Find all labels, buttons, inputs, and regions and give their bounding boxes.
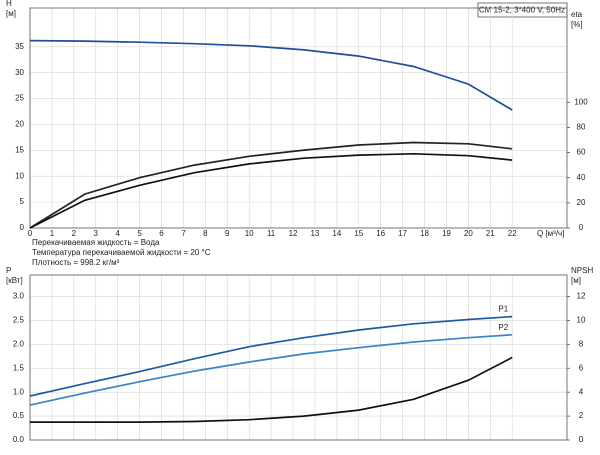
x-tick-label: 7: [181, 229, 186, 238]
y2-axis-label: NPSH: [571, 266, 593, 275]
y-tick-label: 20: [15, 120, 24, 129]
x-tick-label: 15: [354, 229, 363, 238]
series-label: P1: [498, 305, 508, 314]
series-line: [29, 333, 513, 406]
y2-tick-label: 8: [579, 339, 584, 348]
note: Перекачиваемая жидкость = Вода: [32, 238, 160, 247]
y2-tick-label: 40: [577, 173, 586, 182]
x-tick-label: 22: [508, 229, 517, 238]
y2-tick-label: 10: [577, 316, 586, 325]
y-axis-label: [м]: [6, 9, 16, 18]
series-line: [29, 39, 513, 111]
y2-tick-label: 6: [579, 363, 584, 372]
y-tick-label: 2.0: [13, 339, 25, 348]
x-tick-label: 20: [464, 229, 473, 238]
y-tick-label: 25: [15, 94, 24, 103]
plot-frame: [29, 274, 568, 441]
x-tick-label: 8: [203, 229, 208, 238]
y-tick-label: 3.0: [13, 292, 25, 301]
y2-axis-label: eta: [571, 10, 583, 19]
y2-tick-label: 100: [574, 97, 588, 106]
series-line: [29, 315, 513, 397]
y2-tick-label: 60: [577, 148, 586, 157]
x-tick-label: 21: [486, 229, 495, 238]
y2-tick-label: 0: [579, 223, 584, 232]
y-axis-label: H: [6, 0, 12, 8]
y-tick-label: 0.0: [13, 435, 25, 444]
x-tick-label: 0: [28, 229, 33, 238]
x-tick-label: 2: [72, 229, 77, 238]
x-tick-label: 16: [376, 229, 385, 238]
x-tick-label: 13: [310, 229, 319, 238]
x-tick-label: 12: [289, 229, 298, 238]
y2-tick-label: 2: [579, 411, 584, 420]
y2-tick-label: 20: [577, 198, 586, 207]
x-tick-label: 3: [94, 229, 99, 238]
x-tick-label: 9: [225, 229, 230, 238]
y-tick-label: 5: [20, 197, 25, 206]
x-tick-label: 11: [267, 229, 276, 238]
x-tick-label: 1: [50, 229, 55, 238]
y-tick-label: 10: [15, 171, 24, 180]
y-tick-label: 2.5: [13, 316, 25, 325]
y-tick-label: 35: [15, 42, 24, 51]
note: Плотность = 998.2 кг/м³: [32, 258, 120, 267]
y2-tick-label: 0: [579, 435, 584, 444]
chart-title: CM 15-2, 3*400 V, 50Hz: [479, 6, 565, 15]
x-tick-label: 18: [420, 229, 429, 238]
x-tick-label: 6: [159, 229, 164, 238]
y-tick-label: 1.5: [13, 363, 25, 372]
x-tick-label: 14: [332, 229, 341, 238]
y-tick-label: 30: [15, 68, 24, 77]
y-tick-label: 1.0: [13, 387, 25, 396]
y-axis-label: [кВт]: [6, 276, 23, 285]
x-tick-label: 5: [137, 229, 142, 238]
note: Температура перекачиваемой жидкости = 20…: [32, 248, 211, 257]
plot-frame: [29, 7, 568, 229]
series-label: P2: [498, 323, 508, 332]
y2-tick-label: 12: [577, 292, 586, 301]
y2-axis-label: [м]: [571, 276, 581, 285]
x-axis-label: Q [м³/ч]: [537, 229, 564, 238]
x-tick-label: 10: [245, 229, 254, 238]
series-line: [29, 152, 513, 229]
x-tick-label: 4: [115, 229, 120, 238]
y-axis-label: P: [6, 266, 11, 275]
y2-tick-label: 80: [577, 123, 586, 132]
y-tick-label: 0: [20, 223, 25, 232]
y-tick-label: 15: [15, 145, 24, 154]
series-line: [30, 356, 513, 423]
series-line: [29, 141, 513, 229]
y-tick-label: 0.5: [13, 411, 25, 420]
y2-axis-label: [%]: [571, 20, 583, 29]
x-tick-label: 17: [398, 229, 407, 238]
y2-tick-label: 4: [579, 387, 584, 396]
x-tick-label: 19: [442, 229, 451, 238]
